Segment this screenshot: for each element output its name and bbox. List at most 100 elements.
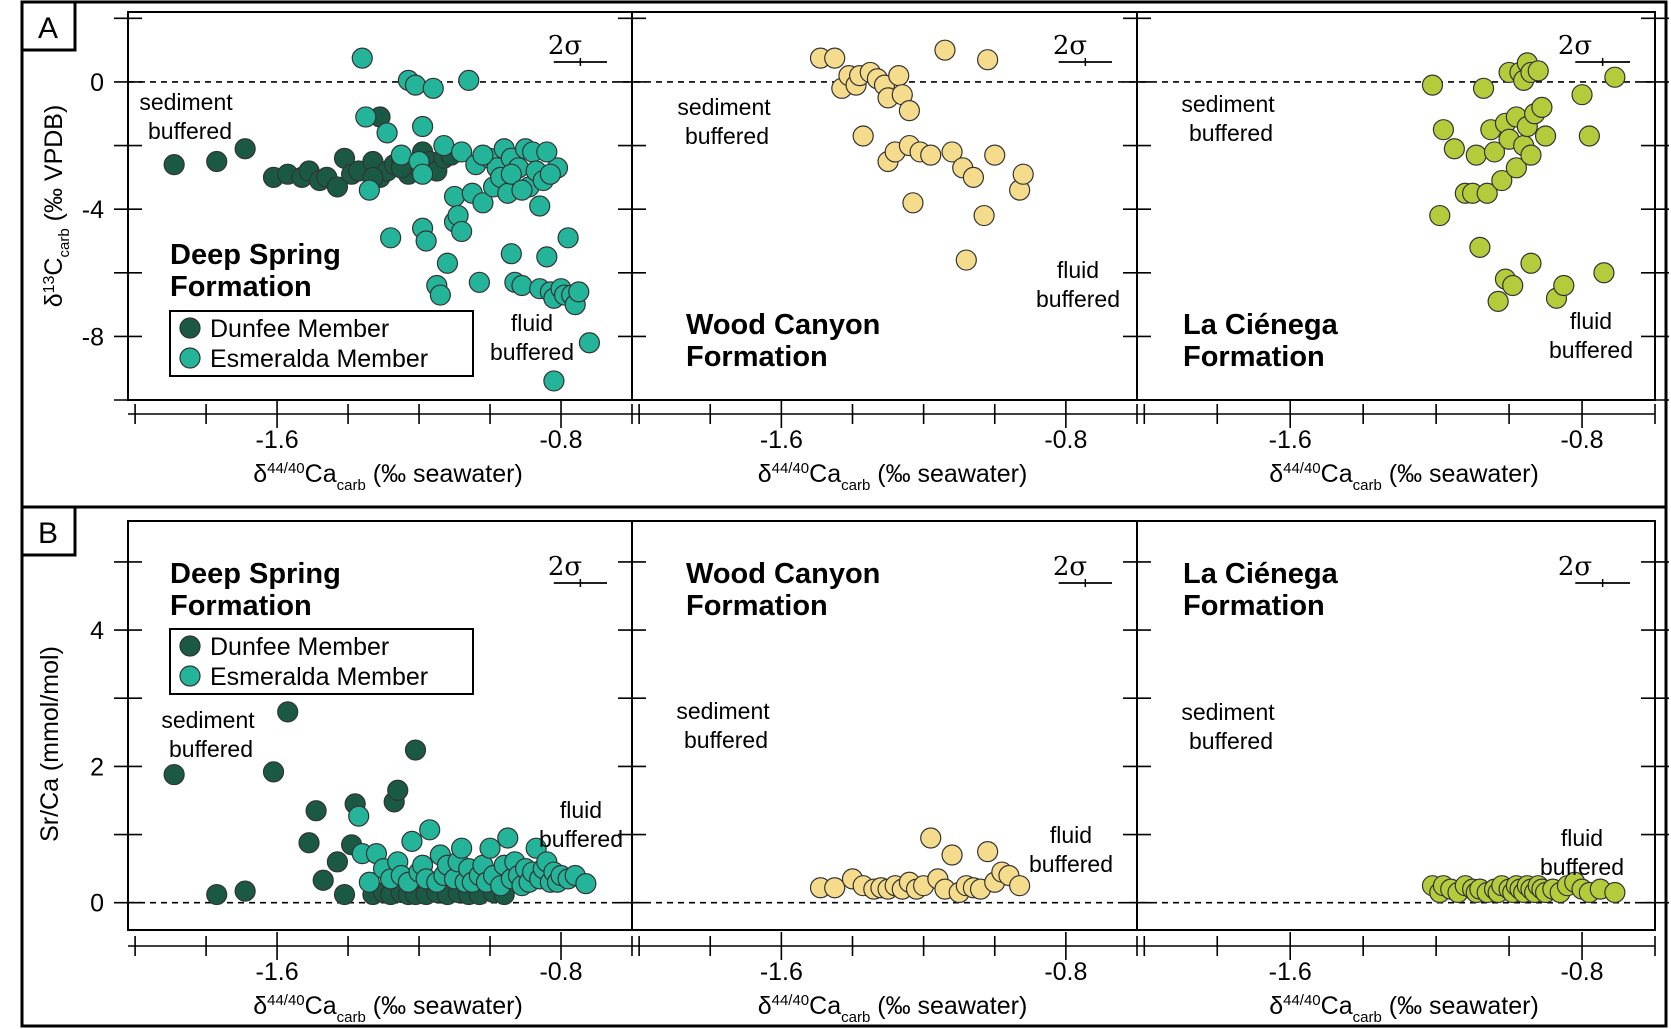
data-point-la-cienega [1502,274,1524,297]
data-point-wood-canyon [898,99,920,122]
panel-b-inner-ticks [618,561,1669,904]
panel-a: 0-4-8 -1.6 -0.8 δ44/40Cacarb (‰ seawater) -… [40,11,1669,494]
data-point-esmeralda [419,819,441,841]
data-point-la-cienega [1483,141,1506,163]
data-point-esmeralda [472,192,494,214]
data-point-la-cienega [1527,60,1549,82]
data-point-dunfee [404,739,427,761]
data-point-esmeralda [472,144,494,166]
data-point-dunfee [305,800,327,822]
x-axis-title: δ44/40Cacarb (‰ seawater) [253,460,523,494]
data-point-wood-canyon [1009,875,1031,897]
data-point-dunfee [206,150,228,173]
legend-label-esmeralda: Esmeralda Member [210,345,428,373]
x-tick-label: -0.8 [1044,426,1087,454]
panel-b-y-ticks: 0 2 4 [90,561,142,918]
panel-a-x-axis: -1.6 -0.8 δ44/40Cacarb (‰ seawater) -1.6 -0.… [128,400,1656,494]
panel-label-a: A [20,0,77,52]
data-point-wood-canyon [920,144,942,166]
data-point-esmeralda [529,195,551,217]
data-point-la-cienega [1472,77,1495,99]
data-point-la-cienega [1604,66,1626,88]
panel-b-data-points [163,701,1626,906]
data-point-esmeralda [500,243,522,265]
panel-b-sigma-bars: 2σ 2σ 2σ [548,552,1592,582]
data-point-dunfee [298,832,320,854]
annotation-sediment-buffered: sediment buffered [1181,699,1275,754]
y-tick-label: 0 [90,69,104,97]
panel-b-frame [127,520,1656,931]
data-point-wood-canyon [941,141,963,163]
sigma-label: 2σ [1053,31,1087,61]
data-point-wood-canyon [962,166,985,188]
data-point-esmeralda [497,827,519,849]
data-point-wood-canyon [977,49,999,71]
data-point-la-cienega [1604,881,1626,904]
data-point-wood-canyon [824,47,846,69]
panel-a-sigma-bars: 2σ 2σ 2σ [548,31,1592,61]
annotation-fluid-buffered: fluid buffered [1549,308,1633,363]
data-point-wood-canyon [824,877,846,899]
data-point-la-cienega [1593,262,1615,284]
data-point-esmeralda [433,134,455,157]
x-tick-label: -0.8 [539,958,582,986]
annotation-fluid-buffered: fluid buffered [1036,257,1120,312]
annotation-sediment-buffered: sediment buffered [676,698,770,753]
data-point-dunfee [262,761,285,783]
panel-letter-b: B [38,517,58,550]
data-point-esmeralda [358,871,380,893]
formation-title-wood-canyon: Wood Canyon Formation [686,558,880,622]
panel-a-y-ticks: 0 -4 -8 [82,17,142,401]
sigma-label: 2σ [548,552,582,582]
annotation-sediment-buffered: sediment buffered [677,94,771,149]
data-point-dunfee [163,763,185,786]
data-point-esmeralda [479,837,501,859]
data-point-la-cienega [1578,125,1600,147]
data-point-esmeralda [543,370,565,392]
y-tick-label: 0 [90,890,104,918]
data-point-esmeralda [380,227,402,249]
data-point-esmeralda [355,106,377,128]
data-point-esmeralda [458,69,480,91]
data-point-dunfee [206,883,228,906]
legend-box [169,628,474,695]
data-point-esmeralda [451,837,473,859]
data-point-dunfee [163,154,185,176]
data-point-la-cienega [1531,96,1553,119]
panel-label-b: B [20,505,77,557]
sigma-label: 2σ [1558,552,1592,582]
data-point-esmeralda [404,74,427,96]
data-point-esmeralda [351,47,373,69]
data-point-esmeralda [568,281,590,303]
data-point-la-cienega [1432,119,1455,141]
panel-b-legend: Dunfee Member Esmeralda Member [169,628,474,695]
legend-marker-dunfee [179,317,201,339]
data-point-wood-canyon [920,827,942,849]
sigma-label: 2σ [1558,31,1592,61]
data-point-esmeralda [358,179,380,201]
formation-title-deep-spring: Deep Spring Formation [170,558,341,622]
formation-title-la-cienega: La Ciénega Formation [1183,558,1339,622]
panel-a-y-axis-title: δ13Ccarb (‰ VPDB) [40,105,73,308]
annotation-fluid-buffered: fluid buffered [1029,822,1113,877]
x-tick-label: -1.6 [256,958,299,986]
x-axis-title: δ44/40Cacarb (‰ seawater) [253,992,523,1026]
data-point-esmeralda [536,246,558,268]
x-axis-title: δ44/40Cacarb (‰ seawater) [1269,992,1539,1026]
formation-title-wood-canyon: Wood Canyon Formation [686,309,880,373]
data-point-la-cienega [1534,125,1557,147]
data-point-esmeralda [536,141,558,163]
data-point-dunfee [326,851,349,873]
x-tick-label: -0.8 [1044,958,1087,986]
data-point-la-cienega [1491,169,1513,192]
data-point-esmeralda [443,185,466,208]
y-tick-label: -8 [82,323,104,351]
legend-label-esmeralda: Esmeralda Member [210,663,428,691]
data-point-esmeralda [451,141,473,163]
data-point-la-cienega [1505,157,1527,179]
data-point-la-cienega [1421,74,1444,96]
x-tick-label: -1.6 [760,426,803,454]
data-point-dunfee [333,883,356,906]
legend-box [169,310,474,377]
legend-label-dunfee: Dunfee Member [210,633,389,661]
